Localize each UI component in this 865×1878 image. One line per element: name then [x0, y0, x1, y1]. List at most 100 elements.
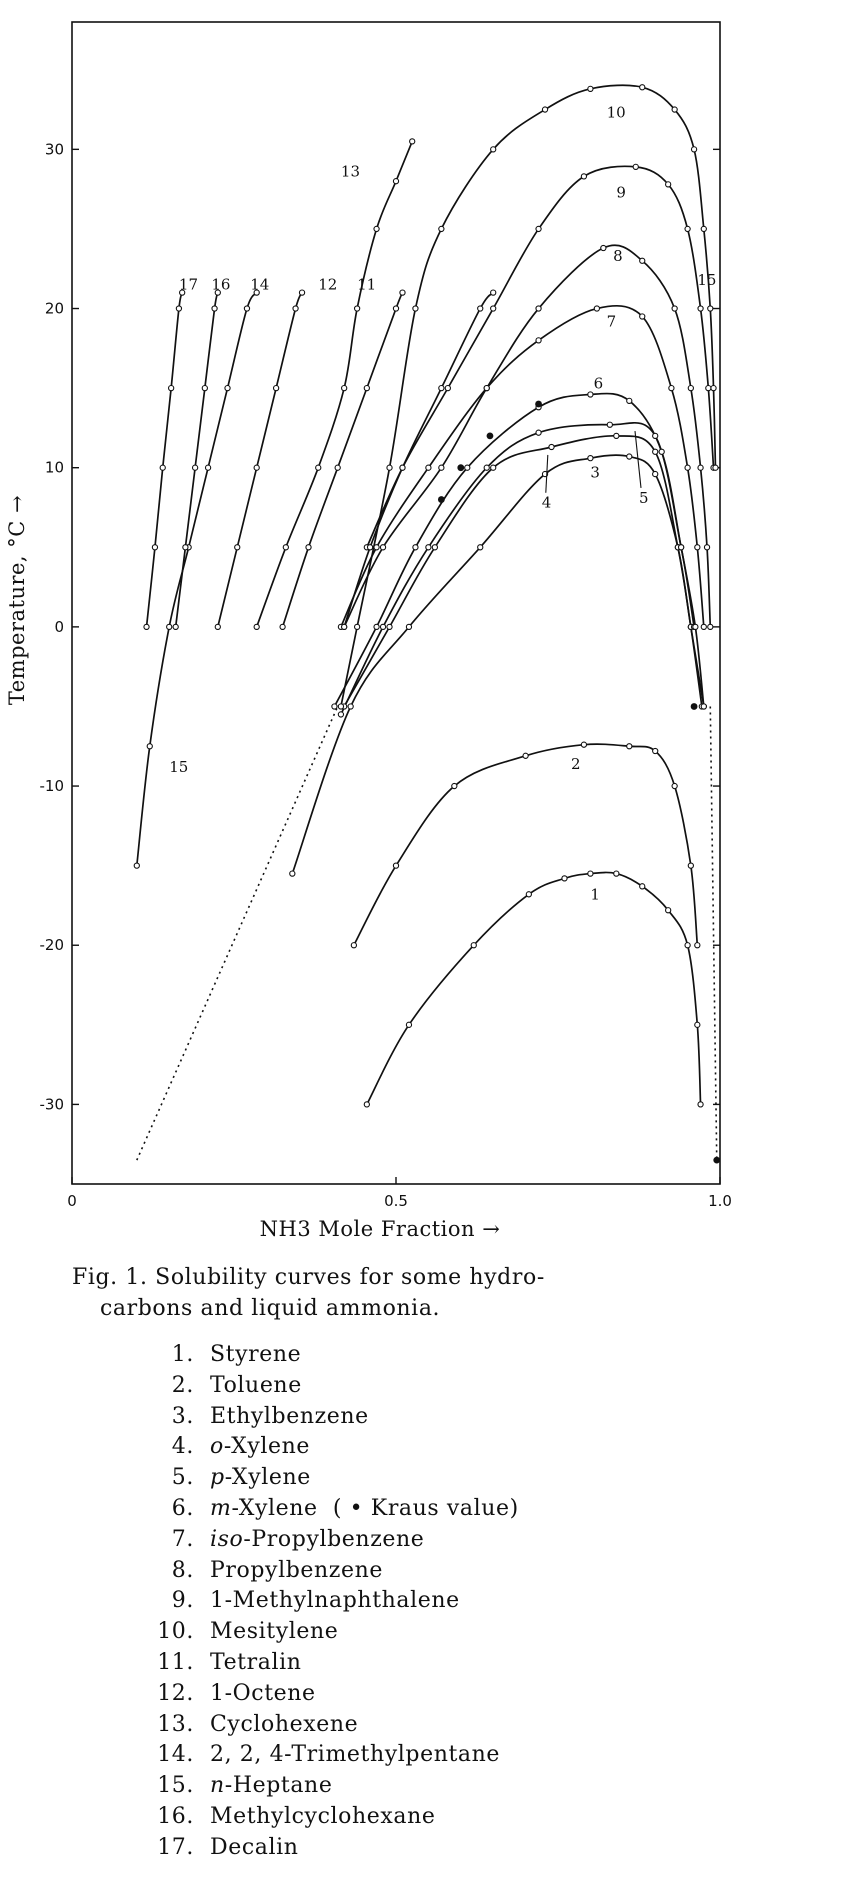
data-point-14	[214, 623, 221, 631]
data-point-10	[541, 106, 549, 113]
y-tick-label: 10	[45, 459, 64, 477]
data-point-7	[700, 623, 707, 631]
series-line-15	[135, 292, 258, 866]
data-point-7	[535, 337, 542, 344]
data-point-4	[490, 464, 497, 471]
data-point-16	[191, 464, 199, 471]
data-point-2	[671, 782, 678, 790]
series-line-6	[333, 392, 705, 707]
x-tick-label: 0	[67, 1192, 77, 1210]
data-point-14	[298, 289, 306, 296]
series-line-5	[340, 421, 695, 715]
curve-label-16: 16	[211, 276, 230, 294]
legend-name: -Xylene	[223, 1434, 311, 1460]
y-tick-label: 0	[54, 618, 64, 636]
legend-number: 3.	[171, 1403, 194, 1429]
compound-legend: 1. Styrene 2. Toluene 3. Ethylbenzene 4. o -X…	[138, 1340, 519, 1864]
data-point-16	[211, 305, 218, 312]
data-point-2	[522, 752, 529, 759]
data-point-15	[224, 384, 231, 392]
legend-name: -Propylbenzene	[243, 1526, 425, 1552]
data-point-15	[243, 305, 251, 312]
data-point-10	[490, 146, 497, 153]
data-point-8	[703, 544, 711, 551]
data-point-12	[363, 384, 370, 392]
legend-name: 2, 2, 4-Trimethylpentane	[210, 1742, 501, 1768]
data-point-7	[425, 464, 432, 471]
data-point-1	[587, 870, 594, 877]
data-point-10	[707, 305, 714, 312]
data-point-3	[347, 703, 354, 710]
data-point-11	[341, 623, 348, 631]
data-point-1	[470, 942, 477, 949]
data-point-13	[315, 464, 322, 471]
x-tick-label: 0.5	[384, 1192, 408, 1210]
legend-prefix: m	[210, 1495, 232, 1521]
data-point-11	[366, 544, 374, 551]
legend-item: 16. Methylcyclohexane	[138, 1802, 519, 1833]
data-point-8	[639, 257, 646, 264]
data-point-8	[483, 384, 490, 392]
legend-number: 4.	[171, 1434, 194, 1460]
data-point-8	[379, 544, 387, 551]
series-line-13	[255, 141, 413, 628]
data-point-9	[665, 181, 672, 188]
data-point-10	[412, 305, 419, 312]
data-point-10	[639, 84, 646, 91]
legend-name: -Heptane	[224, 1773, 333, 1799]
series-line-16	[174, 292, 219, 627]
data-point-15	[204, 464, 212, 471]
data-point-1	[639, 883, 646, 890]
legend-item: 7. iso -Propylbenzene	[138, 1525, 519, 1556]
series-line-17	[145, 292, 183, 627]
data-point-12	[279, 623, 286, 631]
data-point-3	[477, 544, 484, 551]
curve-label-5: 5	[639, 489, 649, 507]
data-point-4	[613, 432, 620, 440]
data-point-7	[668, 384, 675, 392]
data-point-6	[331, 703, 338, 710]
legend-item: 2. Toluene	[138, 1371, 519, 1402]
legend-prefix: n	[210, 1773, 225, 1799]
legend-number: 6.	[171, 1495, 194, 1521]
data-point-6	[658, 448, 665, 455]
data-point-1	[694, 1021, 701, 1028]
data-point-6	[626, 397, 633, 404]
data-point-10	[712, 464, 719, 471]
legend-name: -Xylene ( • Kraus value)	[231, 1495, 519, 1521]
y-axis-title: Temperature, °C →	[5, 495, 29, 705]
data-point-1	[405, 1021, 413, 1028]
data-point-15	[253, 289, 260, 296]
data-point-15	[146, 743, 153, 750]
data-point-3	[289, 870, 296, 877]
legend-item: 13. Cyclohexene	[138, 1710, 519, 1741]
data-point-5	[425, 544, 432, 551]
data-point-7	[694, 544, 701, 551]
data-point-13	[353, 305, 361, 312]
data-point-13	[392, 178, 400, 185]
data-point-3	[652, 470, 659, 478]
legend-item: 4. o -Xylene	[138, 1432, 519, 1463]
data-point-4	[386, 623, 393, 631]
data-point-4	[652, 448, 659, 455]
curve-label-14: 14	[250, 276, 269, 294]
data-point-9	[684, 225, 691, 233]
y-tick-label: 30	[45, 140, 64, 158]
legend-number: 7.	[171, 1526, 194, 1552]
kraus-value-point	[535, 400, 542, 408]
data-point-6	[412, 544, 419, 551]
curve-label-13: 13	[341, 163, 360, 181]
data-point-6	[587, 391, 594, 398]
series-line-2	[353, 743, 699, 946]
legend-item: 15. n -Heptane	[138, 1771, 519, 1802]
data-point-5	[535, 429, 542, 436]
data-point-15	[133, 862, 140, 869]
legend-number: 13.	[157, 1711, 194, 1737]
curve-label-17: 17	[179, 276, 198, 294]
data-point-8	[671, 305, 678, 312]
data-point-6	[692, 623, 699, 631]
legend-prefix: o	[210, 1434, 224, 1460]
x-axis-title: NH3 Mole Fraction →	[260, 1217, 501, 1241]
data-point-17	[151, 544, 159, 551]
data-point-16	[201, 384, 208, 392]
